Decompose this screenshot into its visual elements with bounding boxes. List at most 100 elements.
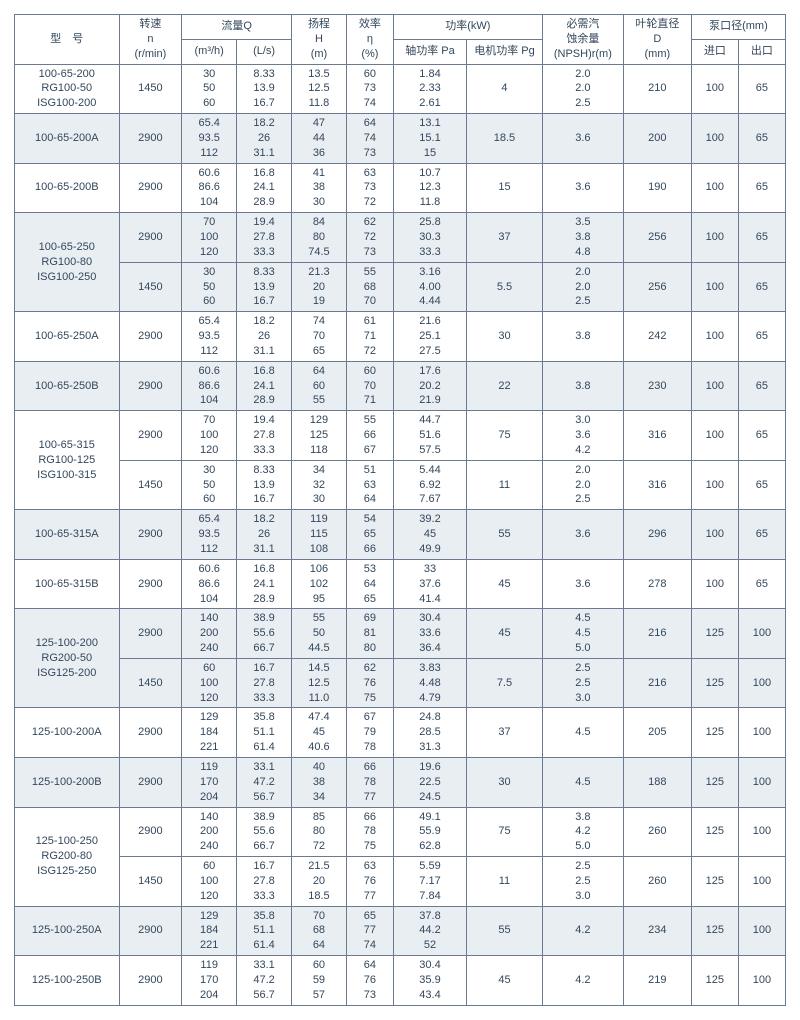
npsh-cell: 2.0 2.0 2.5 [542,460,623,510]
table-body: 100-65-200 RG100-50 ISG100-200 145030 50 … [15,64,786,1005]
power-pg-cell: 4 [467,64,543,114]
hdr-head: 扬程 H (m) [292,15,347,65]
speed-cell: 2900 [119,609,182,659]
eff-cell: 55 68 70 [346,262,393,312]
head-cell: 119 115 108 [292,510,347,560]
power-pa-cell: 5.59 7.17 7.84 [393,857,466,907]
eff-cell: 54 65 66 [346,510,393,560]
port-out-cell: 65 [738,411,785,461]
eff-cell: 55 66 67 [346,411,393,461]
eff-cell: 60 73 74 [346,64,393,114]
port-out-cell: 65 [738,64,785,114]
power-pa-cell: 37.8 44.2 52 [393,906,466,956]
eff-cell: 51 63 64 [346,460,393,510]
model-cell: 100-65-250 RG100-80 ISG100-250 [15,213,120,312]
flow-m3h-cell: 129 184 221 [182,906,237,956]
power-pa-cell: 30.4 33.6 36.4 [393,609,466,659]
port-in-cell: 100 [691,213,738,263]
port-out-cell: 65 [738,262,785,312]
power-pa-cell: 19.6 22.5 24.5 [393,757,466,807]
port-in-cell: 100 [691,114,738,164]
table-row: 100-65-200B290060.6 86.6 10416.8 24.1 28… [15,163,786,213]
flow-m3h-cell: 65.4 93.5 112 [182,114,237,164]
speed-cell: 2900 [119,163,182,213]
model-cell: 100-65-200 RG100-50 ISG100-200 [15,64,120,114]
port-in-cell: 125 [691,857,738,907]
power-pg-cell: 55 [467,510,543,560]
power-pa-cell: 13.1 15.1 15 [393,114,466,164]
npsh-cell: 3.8 [542,312,623,362]
hdr-dia: 叶轮直径 D (mm) [623,15,691,65]
flow-m3h-cell: 119 170 204 [182,956,237,1006]
power-pg-cell: 45 [467,559,543,609]
power-pa-cell: 39.2 45 49.9 [393,510,466,560]
head-cell: 21.5 20 18.5 [292,857,347,907]
npsh-cell: 3.0 3.6 4.2 [542,411,623,461]
power-pa-cell: 44.7 51.6 57.5 [393,411,466,461]
port-in-cell: 125 [691,609,738,659]
flow-m3h-cell: 60.6 86.6 104 [182,163,237,213]
eff-cell: 65 77 74 [346,906,393,956]
flow-ls-cell: 8.33 13.9 16.7 [237,64,292,114]
flow-ls-cell: 8.33 13.9 16.7 [237,460,292,510]
impeller-dia-cell: 316 [623,460,691,510]
power-pg-cell: 11 [467,460,543,510]
power-pg-cell: 45 [467,609,543,659]
table-row: 145030 50 608.33 13.9 16.721.3 20 1955 6… [15,262,786,312]
power-pg-cell: 55 [467,906,543,956]
port-out-cell: 65 [738,559,785,609]
npsh-cell: 4.5 [542,757,623,807]
head-cell: 34 32 30 [292,460,347,510]
impeller-dia-cell: 234 [623,906,691,956]
port-in-cell: 100 [691,559,738,609]
impeller-dia-cell: 216 [623,658,691,708]
eff-cell: 64 76 73 [346,956,393,1006]
flow-ls-cell: 18.2 26 31.1 [237,510,292,560]
speed-cell: 1450 [119,857,182,907]
flow-ls-cell: 19.4 27.8 33.3 [237,213,292,263]
flow-m3h-cell: 70 100 120 [182,213,237,263]
head-cell: 14.5 12.5 11.0 [292,658,347,708]
model-cell: 100-65-250B [15,361,120,411]
flow-m3h-cell: 60.6 86.6 104 [182,361,237,411]
table-row: 100-65-200A290065.4 93.5 11218.2 26 31.1… [15,114,786,164]
power-pg-cell: 18.5 [467,114,543,164]
npsh-cell: 2.0 2.0 2.5 [542,262,623,312]
power-pg-cell: 22 [467,361,543,411]
eff-cell: 63 76 77 [346,857,393,907]
table-row: 125-100-200B2900119 170 20433.1 47.2 56.… [15,757,786,807]
head-cell: 85 80 72 [292,807,347,857]
npsh-cell: 2.5 2.5 3.0 [542,857,623,907]
impeller-dia-cell: 210 [623,64,691,114]
flow-ls-cell: 18.2 26 31.1 [237,114,292,164]
table-row: 100-65-315B290060.6 86.6 10416.8 24.1 28… [15,559,786,609]
power-pa-cell: 21.6 25.1 27.5 [393,312,466,362]
model-cell: 125-100-250A [15,906,120,956]
head-cell: 70 68 64 [292,906,347,956]
impeller-dia-cell: 278 [623,559,691,609]
npsh-cell: 3.6 [542,163,623,213]
port-out-cell: 100 [738,857,785,907]
npsh-cell: 3.8 [542,361,623,411]
flow-m3h-cell: 65.4 93.5 112 [182,510,237,560]
head-cell: 47.4 45 40.6 [292,708,347,758]
impeller-dia-cell: 188 [623,757,691,807]
table-row: 100-65-200 RG100-50 ISG100-200145030 50 … [15,64,786,114]
impeller-dia-cell: 219 [623,956,691,1006]
eff-cell: 63 73 72 [346,163,393,213]
table-row: 100-65-315A290065.4 93.5 11218.2 26 31.1… [15,510,786,560]
power-pa-cell: 30.4 35.9 43.4 [393,956,466,1006]
impeller-dia-cell: 190 [623,163,691,213]
speed-cell: 2900 [119,956,182,1006]
flow-ls-cell: 18.2 26 31.1 [237,312,292,362]
port-in-cell: 100 [691,510,738,560]
table-row: 125-100-250A2900129 184 22135.8 51.1 61.… [15,906,786,956]
npsh-cell: 3.6 [542,114,623,164]
port-out-cell: 100 [738,807,785,857]
head-cell: 106 102 95 [292,559,347,609]
flow-m3h-cell: 60.6 86.6 104 [182,559,237,609]
impeller-dia-cell: 256 [623,213,691,263]
hdr-flow-m3h: (m³/h) [182,39,237,64]
port-in-cell: 125 [691,757,738,807]
hdr-power-pa: 轴功率 Pa [393,39,466,64]
